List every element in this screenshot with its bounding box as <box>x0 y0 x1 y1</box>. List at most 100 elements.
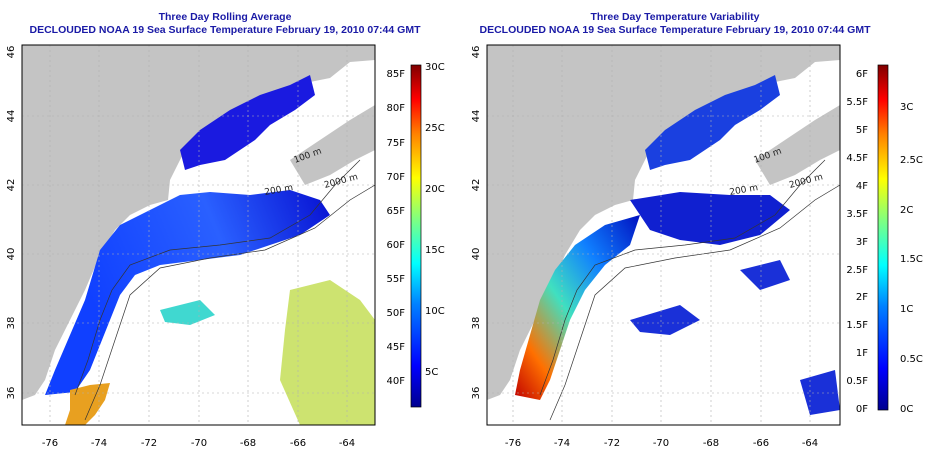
left-lat-axis: 36 38 40 42 44 46 <box>6 46 17 400</box>
right-colorbar-c-label: 1.5C <box>900 254 923 265</box>
left-colorbar-c-label: 10C <box>425 306 445 317</box>
left-colorbar-f-label: 40F <box>387 376 406 387</box>
left-colorbar-f-label: 45F <box>387 342 406 353</box>
left-lat-tick: 40 <box>6 248 17 261</box>
right-panel-subtitle: DECLOUDED NOAA 19 Sea Surface Temperatur… <box>479 24 871 36</box>
right-title-block: Three Day Temperature Variability DECLOU… <box>470 11 880 37</box>
left-title-block: Three Day Rolling Average DECLOUDED NOAA… <box>20 11 430 37</box>
left-warm-patch <box>280 280 375 425</box>
left-landmass <box>22 45 375 400</box>
left-colorbar-f-label: 60F <box>387 240 406 251</box>
left-contour-100m <box>74 159 361 396</box>
left-contour-2000m <box>84 184 375 421</box>
right-offshore-var <box>630 192 790 245</box>
right-colorbar-f-label: 3.5F <box>846 209 868 220</box>
left-colorbar-c-label: 5C <box>425 367 438 378</box>
right-lat-tick: 42 <box>471 179 482 192</box>
right-colorbar-f-label: 3F <box>856 237 868 248</box>
right-colorbar-f-label: 4F <box>856 181 868 192</box>
left-lat-tick: 42 <box>6 179 17 192</box>
right-contour-label-200m: 200 m <box>729 183 759 198</box>
right-lon-tick: -72 <box>604 438 620 449</box>
right-landmass <box>487 45 840 400</box>
right-colorbar-f-label: 0.5F <box>846 376 868 387</box>
left-colorbar-f-label: 50F <box>387 308 406 319</box>
left-lat-tick: 36 <box>6 387 17 400</box>
right-lat-axis: 36 38 40 42 44 46 <box>471 46 482 400</box>
right-map-panel: 100 m 2000 m 200 m <box>486 44 841 426</box>
right-scattered-var <box>630 260 840 415</box>
left-colorbar-f-label: 65F <box>387 206 406 217</box>
left-colorbar-ramp <box>410 64 422 408</box>
left-panel-subtitle: DECLOUDED NOAA 19 Sea Surface Temperatur… <box>29 24 421 36</box>
right-colorbar-f-label: 4.5F <box>846 153 868 164</box>
left-colorbar-f-label: 85F <box>387 69 406 80</box>
left-colorbar-c-label: 15C <box>425 245 445 256</box>
right-colorbar: 6F 5.5F 5F 4.5F 4F 3.5F 3F 2.5F 2F 1.5F … <box>846 64 923 415</box>
left-colorbar-c-label: 25C <box>425 123 445 134</box>
left-lat-tick: 38 <box>6 317 17 330</box>
left-colorbar-c-label: 30C <box>425 62 445 73</box>
right-nova-scotia <box>755 105 840 185</box>
right-lon-tick: -74 <box>554 438 570 449</box>
right-colorbar-ramp <box>877 64 889 411</box>
right-colorbar-f-label: 0F <box>856 404 868 415</box>
left-lon-tick: -66 <box>290 438 306 449</box>
right-colorbar-f-label: 2F <box>856 292 868 303</box>
left-colorbar: 85F 80F 75F 70F 65F 60F 55F 50F 45F 40F … <box>387 62 445 408</box>
left-shelf-sst <box>45 190 330 395</box>
left-colorbar-f-label: 75F <box>387 138 406 149</box>
left-warm-gulfstream <box>65 383 110 425</box>
right-lat-tick: 46 <box>471 46 482 59</box>
right-panel-title: Three Day Temperature Variability <box>590 11 760 23</box>
left-lon-tick: -76 <box>42 438 58 449</box>
right-lon-axis: -76 -74 -72 -70 -68 -66 -64 <box>505 438 818 449</box>
right-shelf-var <box>515 215 640 400</box>
left-map-frame <box>21 44 376 426</box>
left-lon-tick: -64 <box>339 438 355 449</box>
left-lon-tick: -72 <box>141 438 157 449</box>
right-lat-tick: 38 <box>471 317 482 330</box>
right-colorbar-c-label: 0C <box>900 404 913 415</box>
right-lon-tick: -64 <box>802 438 818 449</box>
right-colorbar-c-label: 0.5C <box>900 354 923 365</box>
right-lat-tick: 44 <box>471 110 482 123</box>
right-colorbar-f-label: 5F <box>856 125 868 136</box>
right-colorbar-c-label: 2.5C <box>900 155 923 166</box>
right-lon-tick: -70 <box>653 438 669 449</box>
right-gulf-of-maine-var <box>645 75 780 170</box>
right-lat-tick: 36 <box>471 387 482 400</box>
left-gulf-of-maine-sst <box>180 75 315 170</box>
right-colorbar-f-label: 6F <box>856 69 868 80</box>
left-lon-axis: -76 -74 -72 -70 -68 -66 -64 <box>42 438 355 449</box>
left-lon-tick: -74 <box>91 438 107 449</box>
left-lon-tick: -68 <box>240 438 256 449</box>
right-map-frame <box>486 44 841 426</box>
right-colorbar-f-label: 5.5F <box>846 97 868 108</box>
right-contour-100m <box>539 159 826 396</box>
left-colorbar-f-label: 70F <box>387 172 406 183</box>
left-nova-scotia <box>290 105 375 185</box>
left-cyan-patch <box>160 300 215 325</box>
left-map-panel: 100 m 2000 m 200 m <box>21 44 376 426</box>
left-grid <box>22 45 375 425</box>
right-colorbar-c-label: 1C <box>900 304 913 315</box>
left-colorbar-f-label: 80F <box>387 103 406 114</box>
left-colorbar-f-label: 55F <box>387 274 406 285</box>
left-colorbar-c-label: 20C <box>425 184 445 195</box>
right-contour-2000m <box>549 184 840 421</box>
right-colorbar-f-label: 1.5F <box>846 320 868 331</box>
right-colorbar-c-label: 2C <box>900 205 913 216</box>
right-colorbar-c-label: 3C <box>900 102 913 113</box>
left-lat-tick: 46 <box>6 46 17 59</box>
right-colorbar-f-label: 1F <box>856 348 868 359</box>
left-panel-title: Three Day Rolling Average <box>158 11 292 23</box>
right-colorbar-f-label: 2.5F <box>846 265 868 276</box>
right-lat-tick: 40 <box>471 248 482 261</box>
right-grid <box>487 45 840 425</box>
left-lon-tick: -70 <box>191 438 207 449</box>
left-lat-tick: 44 <box>6 110 17 123</box>
left-contour-label-200m: 200 m <box>264 183 294 198</box>
right-lon-tick: -68 <box>703 438 719 449</box>
